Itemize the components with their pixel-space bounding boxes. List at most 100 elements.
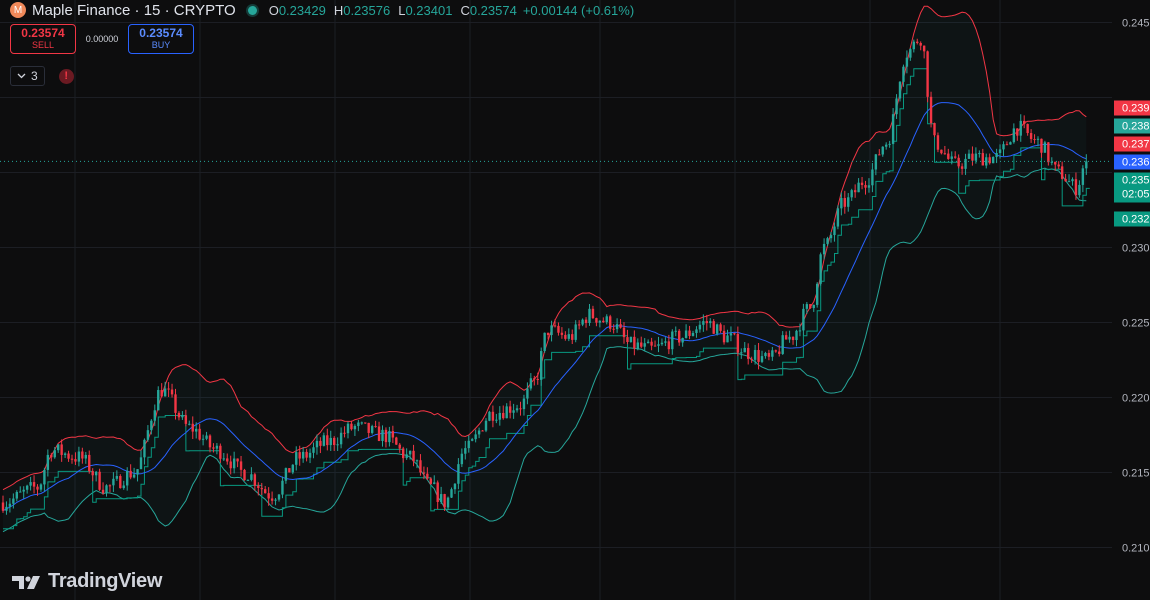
candle-body — [691, 333, 695, 336]
candle-body — [405, 454, 408, 459]
candle-body — [1050, 161, 1053, 163]
candle-body — [581, 319, 584, 325]
error-alert-icon[interactable]: ! — [58, 68, 74, 84]
candle-body — [705, 321, 708, 324]
candle-body — [305, 451, 308, 458]
candle-body — [615, 324, 619, 330]
indicator-row: 3 ! — [10, 66, 74, 86]
candle-body — [822, 243, 826, 255]
candle-body — [974, 153, 978, 161]
candle-body — [674, 330, 677, 332]
candle-body — [1036, 138, 1040, 140]
candle-body — [1085, 161, 1088, 169]
candle-body — [805, 304, 809, 309]
candle-body — [108, 485, 112, 487]
market-status-icon[interactable] — [247, 5, 257, 15]
candle-body — [60, 444, 63, 455]
candle-body — [1009, 142, 1012, 145]
candle-body — [1019, 120, 1022, 136]
candle-body — [498, 412, 501, 420]
candle-body — [888, 143, 891, 145]
candle-body — [829, 235, 833, 239]
bollinger-lower-line — [2, 167, 1087, 533]
candle-body — [967, 153, 971, 159]
candle-body — [909, 49, 912, 58]
candle-body — [495, 419, 498, 421]
candle-body — [726, 335, 729, 343]
candle-body — [57, 444, 60, 451]
symbol-header: M Maple Finance · 15 · CRYPTO O0.23429 H… — [10, 0, 634, 20]
candle-body — [557, 325, 560, 333]
candle-body — [995, 153, 998, 158]
candle-body — [1074, 179, 1078, 196]
candle-body — [295, 452, 298, 465]
candle-body — [1002, 144, 1005, 150]
sell-button[interactable]: 0.23574 SELL — [10, 24, 76, 54]
candle-body — [157, 390, 160, 411]
candle-body — [864, 185, 867, 188]
indicators-toggle-button[interactable]: 3 — [10, 66, 45, 86]
candle-body — [519, 408, 522, 410]
candle-body — [139, 457, 143, 470]
candle-body — [270, 498, 274, 501]
candle-body — [629, 336, 633, 343]
candle-body — [926, 51, 929, 97]
symbol-title[interactable]: Maple Finance · 15 · CRYPTO — [32, 1, 236, 19]
candle-body — [526, 388, 529, 399]
candle-body — [740, 352, 743, 354]
candle-body — [1005, 144, 1009, 146]
candle-body — [812, 304, 815, 309]
candle-body — [360, 422, 363, 424]
candle-body — [985, 157, 988, 166]
countdown-label: 02:05 — [1122, 189, 1150, 201]
candle-body — [88, 454, 91, 472]
candle-body — [195, 428, 198, 432]
candle-body — [671, 331, 674, 350]
candle-body — [70, 458, 74, 460]
candle-body — [1, 502, 5, 511]
candle-body — [978, 153, 981, 155]
candle-body — [646, 341, 650, 344]
candle-body — [843, 198, 846, 207]
candle-body — [505, 406, 508, 419]
buy-label: BUY — [151, 40, 171, 50]
candle-body — [819, 254, 822, 284]
ohlc-low: L0.23401 — [398, 2, 453, 18]
candle-body — [950, 156, 953, 159]
candle-body — [346, 423, 350, 434]
price-change: +0.00144 (+0.61%) — [522, 2, 635, 18]
candle-body — [912, 41, 915, 50]
candle-body — [229, 461, 232, 469]
candle-body — [764, 353, 767, 357]
candle-body — [198, 428, 201, 440]
candle-body — [560, 332, 564, 335]
candle-body — [464, 448, 467, 454]
candle-body — [184, 415, 188, 424]
tradingview-brand[interactable]: TradingView — [12, 570, 162, 593]
candle-body — [81, 451, 84, 459]
price-label-value: 0.239 — [1122, 103, 1150, 115]
candle-body — [954, 156, 957, 158]
price-axis-tick-label: 0.230 — [1122, 243, 1150, 255]
candle-body — [1043, 142, 1047, 153]
candle-body — [515, 408, 519, 411]
candle-body — [126, 470, 129, 486]
candle-body — [146, 430, 150, 440]
candle-body — [443, 494, 446, 508]
candle-body — [364, 422, 367, 424]
candle-body — [743, 347, 746, 353]
candle-body — [122, 485, 125, 489]
candle-body — [1054, 161, 1057, 165]
candle-body — [439, 494, 443, 502]
price-label-value: 0.237 — [1122, 139, 1150, 151]
candle-body — [374, 426, 377, 428]
candle-body — [816, 283, 819, 305]
candle-body — [63, 453, 67, 455]
candle-body — [267, 493, 270, 499]
price-label-tag — [1114, 172, 1150, 203]
candle-body — [163, 388, 167, 397]
buy-button[interactable]: 0.23574 BUY — [128, 24, 194, 54]
buy-price: 0.23574 — [139, 26, 183, 40]
candle-body — [940, 149, 943, 154]
